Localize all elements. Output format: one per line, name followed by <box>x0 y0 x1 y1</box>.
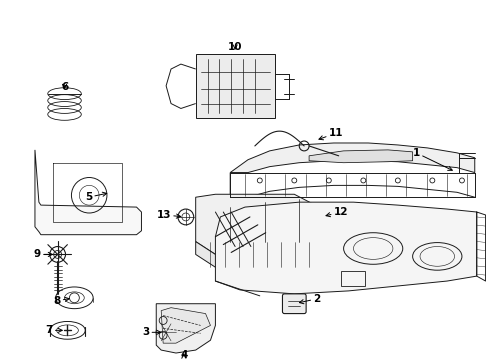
Polygon shape <box>161 308 210 343</box>
Polygon shape <box>308 150 412 163</box>
Text: 7: 7 <box>45 325 62 336</box>
Text: 10: 10 <box>227 42 242 52</box>
Polygon shape <box>230 143 474 172</box>
Text: 11: 11 <box>318 128 343 140</box>
Text: 12: 12 <box>325 207 347 217</box>
Text: 4: 4 <box>180 350 187 360</box>
Bar <box>340 271 365 286</box>
Polygon shape <box>35 150 141 235</box>
Polygon shape <box>195 194 318 255</box>
FancyBboxPatch shape <box>195 54 274 118</box>
Text: 2: 2 <box>299 294 320 304</box>
Text: 8: 8 <box>53 296 69 306</box>
Text: 6: 6 <box>61 82 68 92</box>
Text: 13: 13 <box>156 210 180 220</box>
Text: 9: 9 <box>34 249 52 260</box>
Text: 1: 1 <box>412 148 451 170</box>
Polygon shape <box>195 242 318 267</box>
Polygon shape <box>156 304 215 353</box>
Polygon shape <box>215 202 476 294</box>
Text: 5: 5 <box>85 192 106 202</box>
Text: 3: 3 <box>142 327 161 337</box>
FancyBboxPatch shape <box>282 294 305 314</box>
